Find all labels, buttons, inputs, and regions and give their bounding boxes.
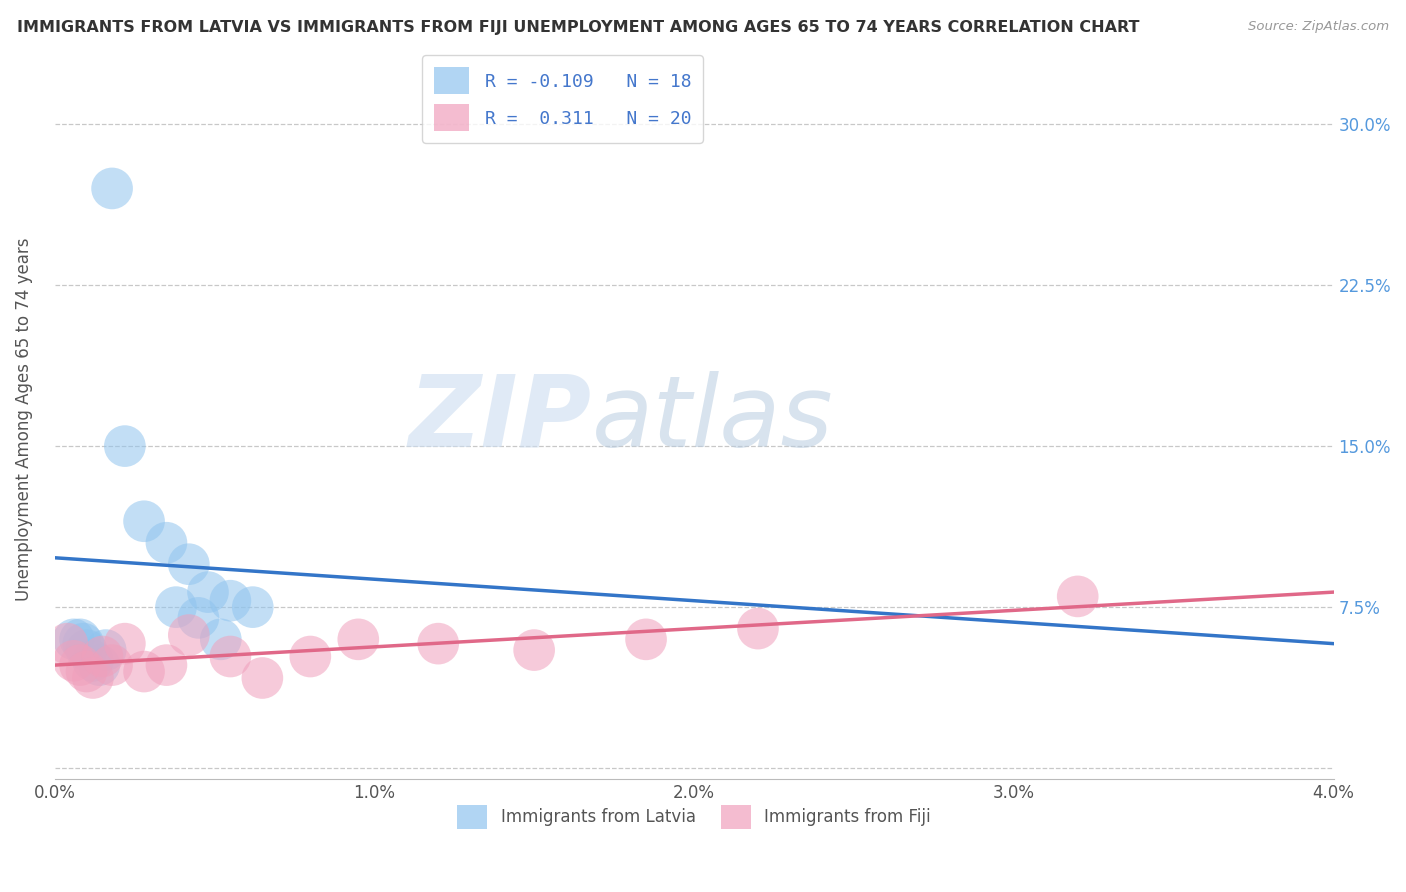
Point (82, 654, 104, 668)
Point (1067, 590, 1090, 604)
Point (177, 558, 200, 572)
Point (747, 622, 769, 636)
Point (165, 600, 187, 615)
Point (69, 632, 91, 647)
Point (101, 658, 124, 673)
Point (155, 535, 177, 549)
Point (91, 649, 114, 664)
Point (427, 637, 450, 651)
Point (132, 514, 155, 528)
Point (177, 628, 200, 642)
Point (132, 665, 155, 679)
Point (219, 649, 242, 664)
Point (62, 654, 84, 668)
Point (76, 643, 98, 657)
Point (62, 632, 84, 647)
Point (252, 671, 274, 685)
Text: Source: ZipAtlas.com: Source: ZipAtlas.com (1249, 20, 1389, 33)
Point (101, 181, 124, 195)
Point (56, 637, 79, 651)
Point (114, 439, 136, 453)
Text: IMMIGRANTS FROM LATVIA VS IMMIGRANTS FROM FIJI UNEMPLOYMENT AMONG AGES 65 TO 74 : IMMIGRANTS FROM LATVIA VS IMMIGRANTS FRO… (17, 20, 1139, 35)
Point (155, 658, 177, 673)
Y-axis label: Unemployment Among Ages 65 to 74 years: Unemployment Among Ages 65 to 74 years (15, 237, 32, 601)
Point (347, 632, 370, 647)
Point (82, 671, 104, 685)
Text: atlas: atlas (592, 371, 834, 467)
Point (209, 632, 232, 647)
Point (219, 593, 242, 607)
Point (89, 658, 111, 673)
Text: ZIP: ZIP (409, 371, 592, 467)
Point (242, 600, 264, 615)
Point (114, 637, 136, 651)
Point (523, 643, 546, 657)
Point (72, 637, 94, 651)
Point (197, 585, 219, 599)
Point (76, 665, 98, 679)
Legend: Immigrants from Latvia, Immigrants from Fiji: Immigrants from Latvia, Immigrants from … (451, 798, 938, 835)
Point (69, 658, 91, 673)
Point (299, 649, 322, 664)
Point (636, 632, 658, 647)
Point (187, 611, 209, 625)
Point (94, 643, 117, 657)
